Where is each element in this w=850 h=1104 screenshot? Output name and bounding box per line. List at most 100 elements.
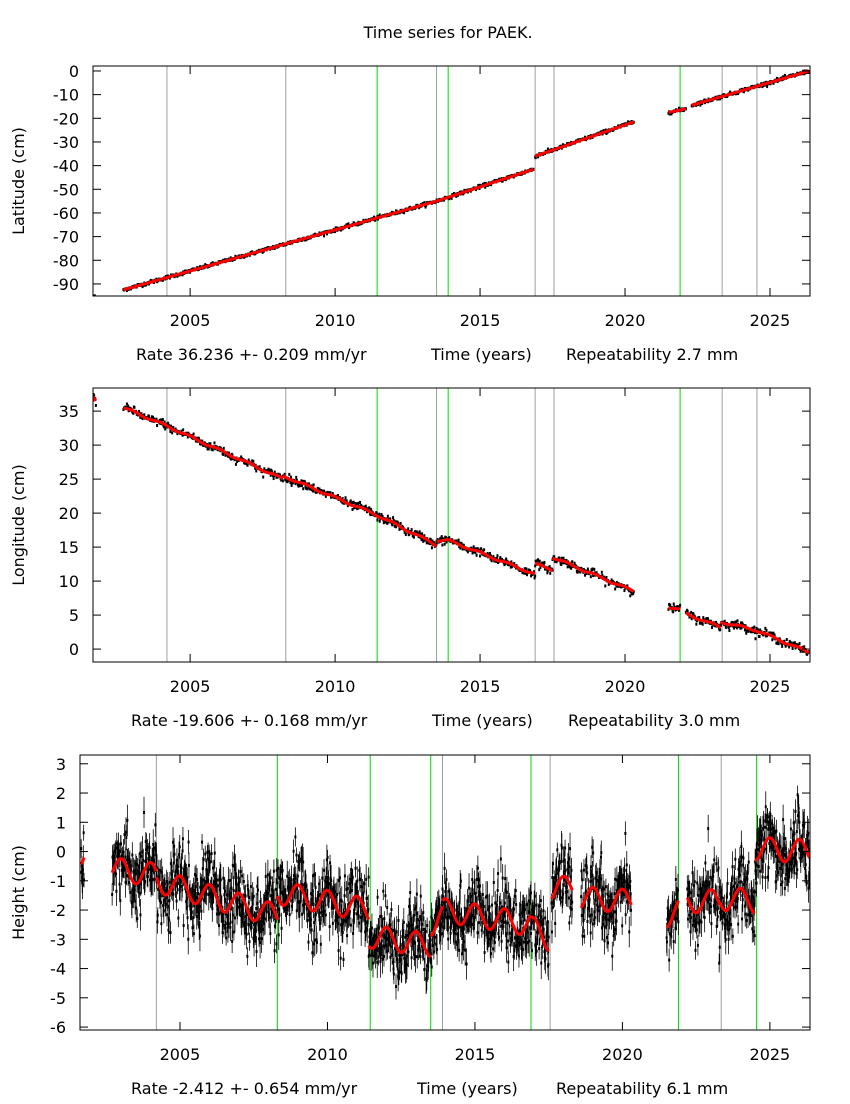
data-point (400, 943, 402, 946)
data-point (257, 889, 259, 892)
data-point (363, 882, 365, 885)
data-point (515, 889, 517, 892)
data-point (95, 404, 97, 407)
data-point (544, 916, 546, 919)
data-point (441, 535, 443, 538)
data-point (392, 516, 394, 519)
data-point (234, 916, 236, 919)
data-point (359, 501, 361, 504)
data-point (276, 881, 278, 884)
data-point (160, 922, 162, 925)
data-point (623, 589, 625, 592)
data-point (295, 476, 297, 479)
data-point (523, 941, 525, 944)
data-point (187, 938, 189, 941)
data-point (419, 915, 421, 918)
data-point (601, 571, 603, 574)
data-point (131, 853, 133, 856)
data-point (534, 895, 536, 898)
data-point (494, 941, 496, 944)
data-point (140, 855, 142, 858)
data-point (535, 904, 537, 907)
data-point (468, 887, 470, 890)
data-point (538, 947, 540, 950)
data-point (166, 913, 168, 916)
y-tick-label: -50 (53, 180, 79, 199)
x-tick-label: 2010 (315, 677, 356, 696)
data-point (754, 637, 756, 640)
data-point (175, 885, 177, 888)
data-point (332, 922, 334, 925)
data-point (256, 950, 258, 953)
y-tick-label: 35 (59, 402, 79, 421)
data-point (781, 645, 783, 648)
data-point (163, 910, 165, 913)
data-point (547, 963, 549, 966)
data-point (233, 889, 235, 892)
data-point (288, 877, 290, 880)
data-point (471, 923, 473, 926)
data-point (421, 923, 423, 926)
data-point (164, 882, 166, 885)
y-axis-label: Latitude (cm) (9, 127, 28, 235)
data-point (372, 962, 374, 965)
data-point (464, 949, 466, 952)
data-point (502, 925, 504, 928)
data-point (231, 940, 233, 943)
data-point (383, 917, 385, 920)
data-point (382, 890, 384, 893)
data-point (327, 856, 329, 859)
data-point (248, 940, 250, 943)
data-point (275, 888, 277, 891)
data-point (295, 853, 297, 856)
data-point (771, 638, 773, 641)
data-point (119, 899, 121, 902)
data-point (367, 908, 369, 911)
data-point (213, 441, 215, 444)
data-point (483, 905, 485, 908)
data-point (480, 547, 482, 550)
data-point (197, 892, 199, 895)
data-point (313, 921, 315, 924)
data-point (115, 872, 117, 875)
data-point (393, 973, 395, 976)
data-point (491, 904, 493, 907)
data-point (736, 626, 738, 629)
data-point (384, 894, 386, 897)
data-point (792, 647, 794, 650)
data-point (193, 433, 195, 436)
data-point (564, 869, 566, 872)
data-point (220, 878, 222, 881)
data-point (325, 913, 327, 916)
data-point (482, 893, 484, 896)
data-point (539, 560, 541, 563)
data-point (464, 907, 466, 910)
data-point (187, 916, 189, 919)
data-point (133, 406, 135, 409)
model-fit-line (123, 201, 436, 290)
data-point (501, 940, 503, 943)
data-point (282, 869, 284, 872)
model-fit-line (535, 122, 634, 156)
data-point (199, 935, 201, 938)
data-point (139, 913, 141, 916)
data-point (478, 921, 480, 924)
data-point (507, 922, 509, 925)
data-point (434, 936, 436, 939)
data-point (737, 619, 739, 622)
x-tick-label: 2005 (170, 677, 211, 696)
data-point (381, 939, 383, 942)
data-point (275, 920, 277, 923)
data-point (477, 931, 479, 934)
data-point (168, 919, 170, 922)
data-point (340, 957, 342, 960)
data-point (216, 879, 218, 882)
data-point (264, 917, 266, 920)
data-point (111, 893, 113, 896)
data-point (383, 521, 385, 524)
data-point (344, 894, 346, 897)
data-point (383, 955, 385, 958)
data-point (259, 941, 261, 944)
